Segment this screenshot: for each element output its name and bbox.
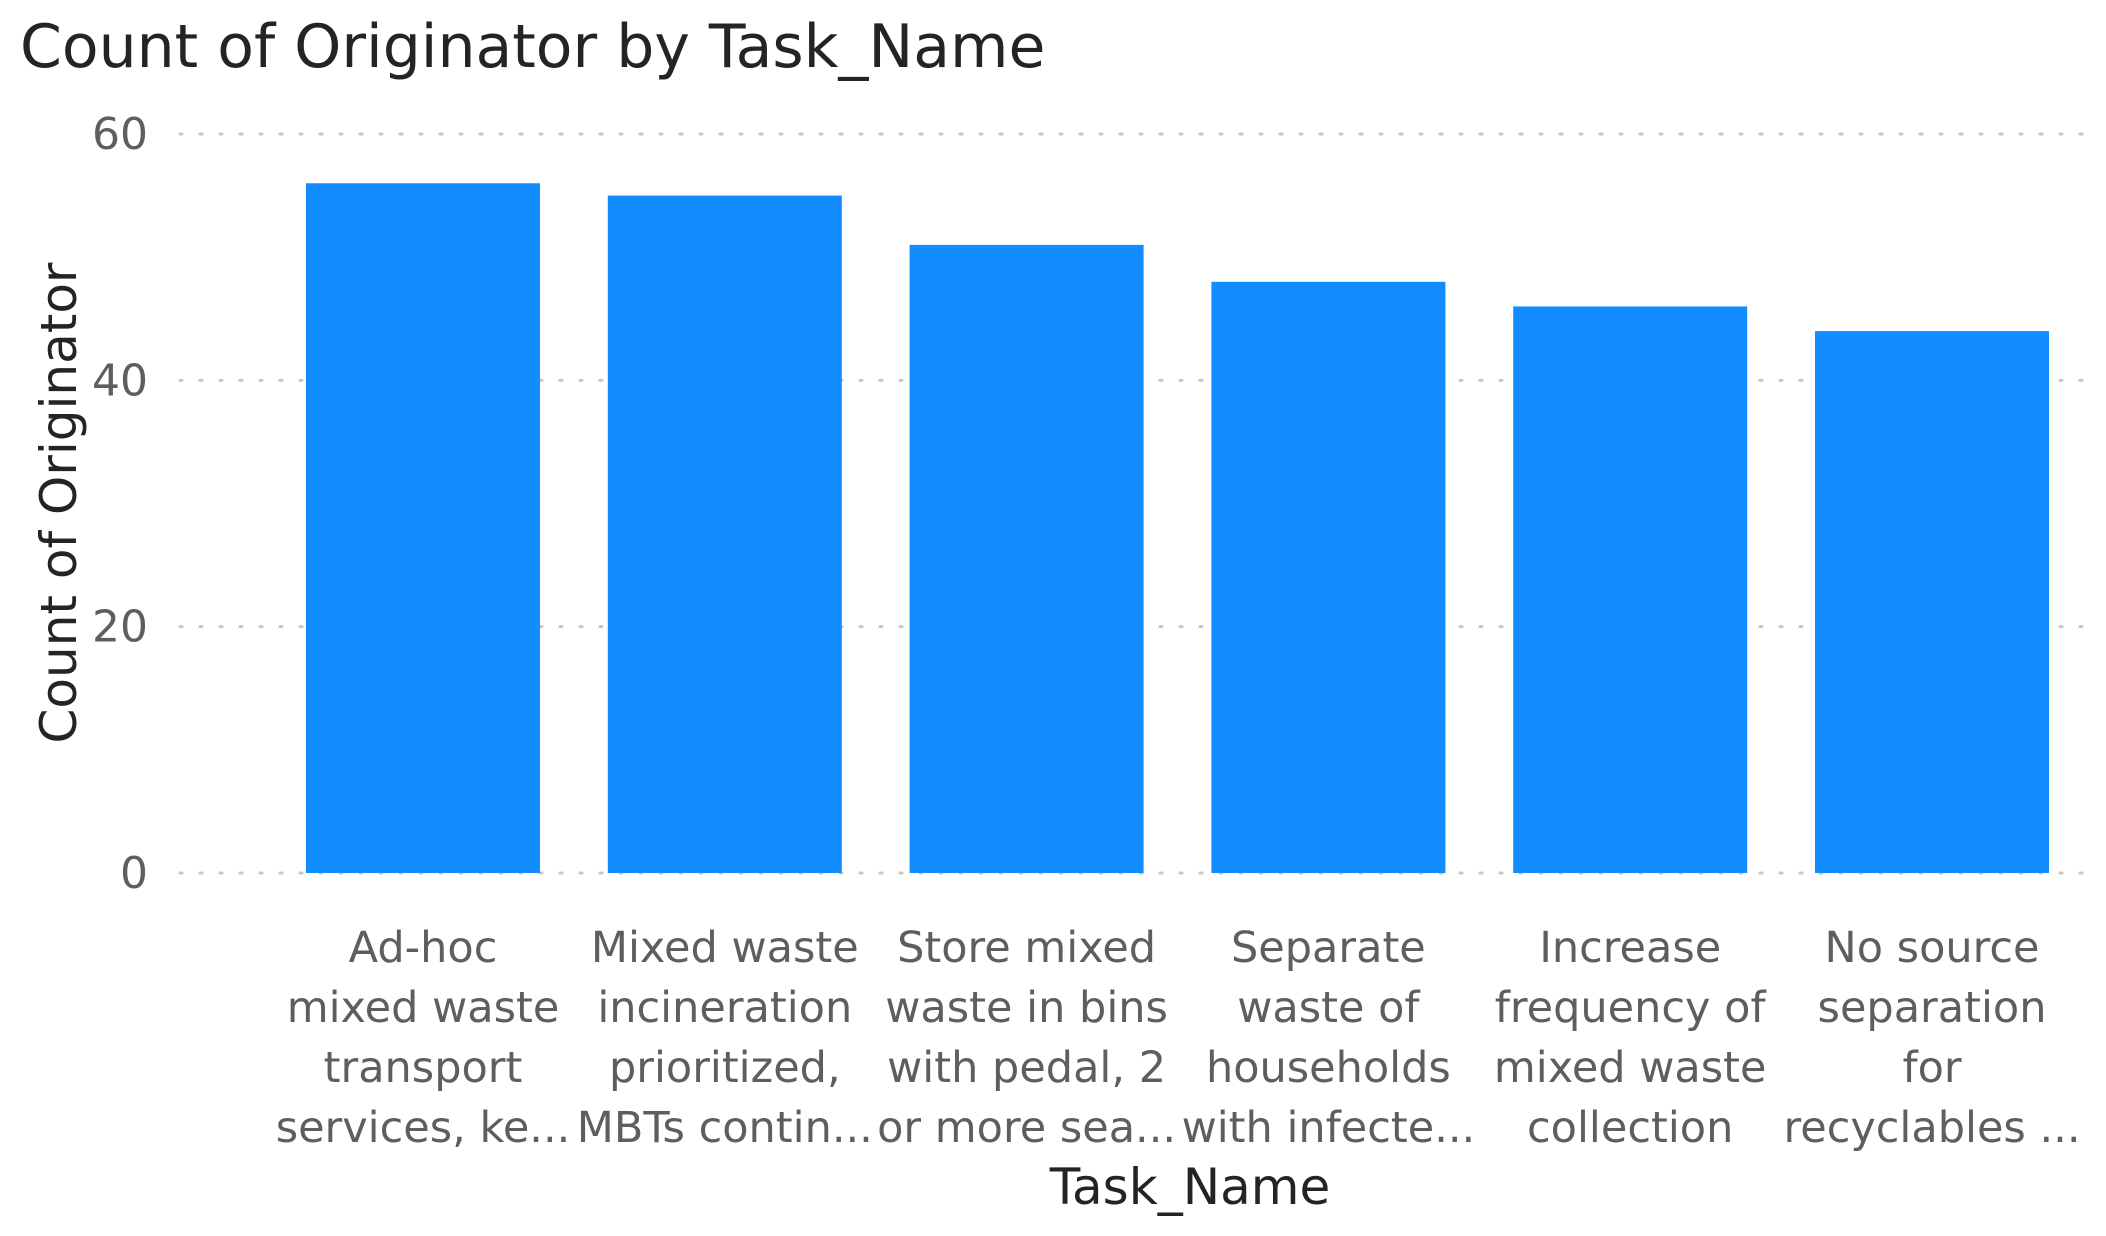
x-tick-label: Separate bbox=[1231, 923, 1426, 973]
x-tick-label: services, ke... bbox=[276, 1103, 571, 1153]
x-tick-label: No source bbox=[1825, 923, 2040, 973]
x-tick-label: for bbox=[1902, 1043, 1961, 1093]
x-tick-label: separation bbox=[1818, 983, 2047, 1033]
x-tick-label: frequency of bbox=[1495, 983, 1767, 1033]
x-tick-label: MBTs contin... bbox=[577, 1103, 873, 1153]
y-tick-label: 0 bbox=[120, 848, 148, 899]
bar bbox=[607, 195, 842, 874]
bar bbox=[1513, 306, 1748, 873]
y-tick-label: 60 bbox=[92, 109, 148, 160]
x-tick-label: Ad-hoc bbox=[349, 923, 498, 973]
chart-title: Count of Originator by Task_Name bbox=[20, 12, 1046, 82]
x-tick-label: incineration bbox=[597, 983, 852, 1033]
x-tick-label: transport bbox=[324, 1043, 523, 1093]
bar bbox=[1211, 281, 1446, 873]
x-tick-label: Increase bbox=[1539, 923, 1721, 973]
y-tick-label: 40 bbox=[92, 355, 148, 406]
y-tick-label: 20 bbox=[92, 602, 148, 653]
x-tick-label: Mixed waste bbox=[591, 923, 859, 973]
x-axis-title: Task_Name bbox=[1049, 1158, 1331, 1216]
x-tick-label: mixed waste bbox=[287, 983, 560, 1033]
x-tick-label: collection bbox=[1527, 1103, 1733, 1153]
bar bbox=[1815, 331, 2049, 874]
x-tick-label: or more sea... bbox=[877, 1103, 1176, 1153]
bar bbox=[909, 244, 1144, 874]
x-tick-label: households bbox=[1206, 1043, 1451, 1093]
x-tick-label: recyclables ... bbox=[1784, 1103, 2081, 1153]
x-tick-label: with pedal, 2 bbox=[887, 1043, 1166, 1093]
x-tick-label: Store mixed bbox=[897, 923, 1156, 973]
x-tick-label: waste in bins bbox=[885, 983, 1168, 1033]
x-tick-label: waste of bbox=[1237, 983, 1420, 1033]
bar bbox=[306, 183, 540, 873]
x-tick-label: prioritized, bbox=[609, 1043, 841, 1093]
x-tick-label: with infecte... bbox=[1182, 1103, 1476, 1153]
x-tick-label: mixed waste bbox=[1494, 1043, 1767, 1093]
